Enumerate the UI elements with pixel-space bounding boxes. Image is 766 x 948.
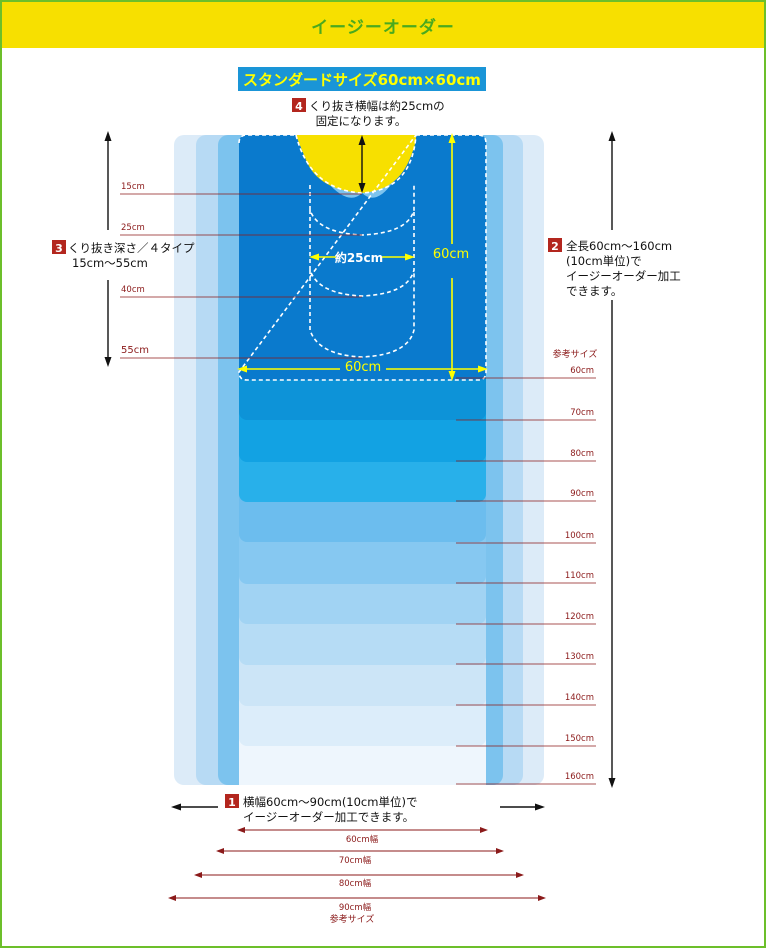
cutout-width-label-bg [336,249,382,265]
reference-size-label-right: 参考サイズ [553,348,598,360]
note2-line3: イージーオーダー加工 [566,269,681,283]
width-label-60: 60cm幅 [346,834,379,845]
width-label-90: 90cm幅 [339,902,372,913]
depth-label-55: 55cm [121,345,149,356]
note3-badge-num: 3 [55,242,63,255]
length-label-140: 140cm [565,693,594,703]
cutout-depth-55cm [309,270,415,358]
depth-label-25: 25cm [121,223,145,233]
reference-size-label-bottom: 参考サイズ [330,913,375,925]
length-label-160: 160cm [565,772,594,782]
cutout-area-fill [296,135,416,192]
length-label-70: 70cm [570,408,594,418]
note1-badge [225,794,239,808]
note3-line2: 15cm〜55cm [72,256,148,270]
length-leaders: 60cm 70cm 80cm 90cm 100cm 110cm 120cm 13… [456,366,596,785]
cutout-depth-40cm [309,210,415,297]
length-label-150: 150cm [565,734,594,744]
cutout-depth-15cm [295,134,417,194]
length-label-100: 100cm [565,531,594,541]
note4-badge [292,98,306,112]
length-label-80: 80cm [570,449,594,459]
note1-line1: 横幅60cm〜90cm(10cm単位)で [243,795,417,809]
depth-label-15: 15cm [121,182,145,192]
length-label-120: 120cm [565,612,594,622]
header-bar: イージーオーダー [2,2,764,48]
length-label-130: 130cm [565,652,594,662]
note2-badge [548,238,562,252]
mat-height-label-bg [430,244,474,278]
note3-line1: くり抜き深さ／４タイプ [68,241,195,255]
page-title: イージーオーダー [311,17,455,38]
mat-width-label-bg [340,358,386,376]
width-label-70: 70cm幅 [339,855,372,866]
note1-badge-num: 1 [228,796,236,809]
width-label-80: 80cm幅 [339,878,372,889]
note1-line2: イージーオーダー加工できます。 [243,810,414,824]
depth-leaders: 15cm 25cm 40cm 55cm [120,182,362,359]
note4-line2: 固定になります。 [316,114,407,128]
note2-line4: できます。 [566,284,622,298]
standard-size-label: スタンダードサイズ60cm×60cm [243,71,481,89]
note2-badge-num: 2 [551,240,559,253]
note4-line1: くり抜き横幅は約25cmの [309,99,445,113]
depth-label-40: 40cm [121,285,145,295]
mat-width-label: 60cm [345,360,381,375]
note4-badge-num: 4 [295,100,303,113]
length-label-110: 110cm [565,571,594,581]
mat-height-label: 60cm [433,247,469,262]
width-references: 60cm幅 70cm幅 80cm幅 90cm幅 参考サイズ [168,827,546,925]
standard-size-banner [238,67,486,91]
note2-line2: (10cm単位)で [566,254,642,268]
note3-badge [52,240,66,254]
length-label-90: 90cm [570,489,594,499]
length-label-60: 60cm [570,366,594,376]
length-steps [239,340,486,785]
cutout-width-label: 約25cm [335,250,383,265]
note2-line1: 全長60cm〜160cm [566,239,672,253]
